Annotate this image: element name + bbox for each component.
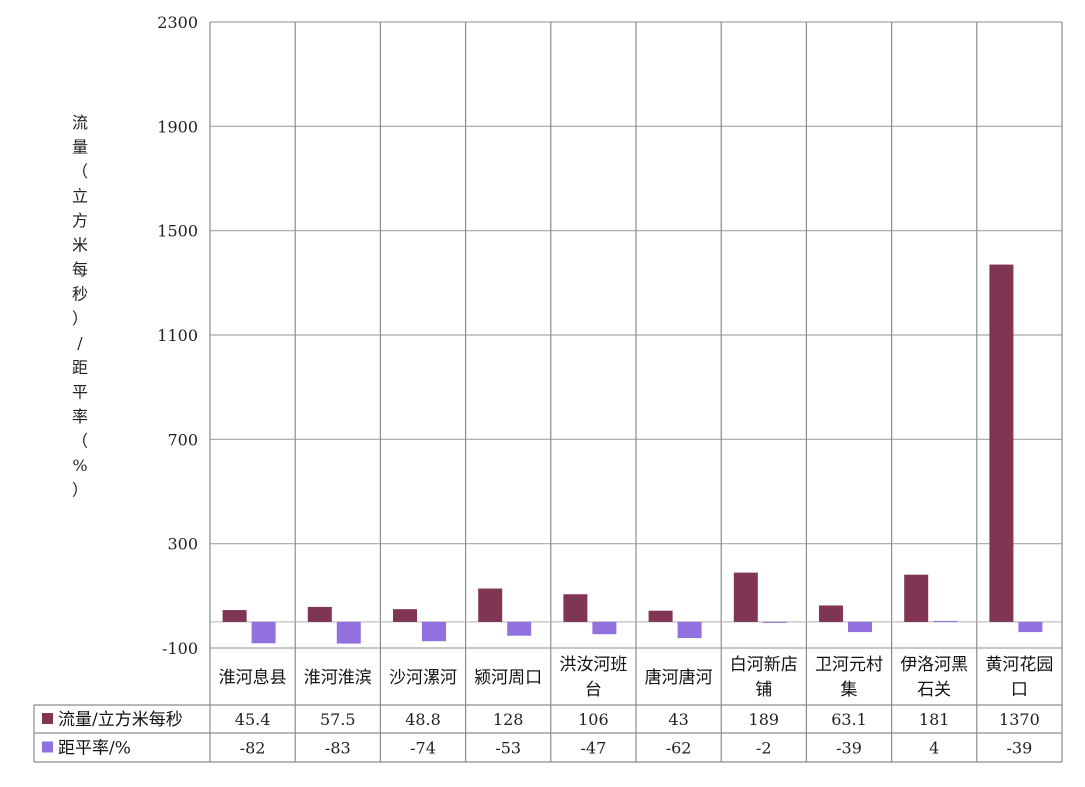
category-label-line: 口 [1011,680,1028,700]
table-cell: 128 [493,710,524,729]
y-axis-label-char: / [77,334,83,353]
y-tick-label: 2300 [157,13,198,32]
table-cell: 4 [929,739,939,758]
bar-anomaly [336,621,361,644]
y-axis-label: 流量 （ 立方米每秒 ） / 距平率 （% ） [72,113,88,500]
table-cell: 57.5 [320,710,356,729]
category-label-line: 卫河元村 [815,655,883,675]
table-cell: -82 [240,739,266,758]
table-cell: -39 [1007,739,1033,758]
table-cell: -47 [581,739,607,758]
y-tick-label: 1100 [157,326,198,345]
bar-anomaly [848,621,872,633]
table-cell: 63.1 [831,710,867,729]
category-label-line: 集 [841,680,858,700]
y-axis-label-char: 平 [72,383,88,402]
bar-anomaly [762,621,787,623]
y-axis-label-char: ） [72,309,88,328]
bar-flow [393,609,417,622]
category-label-line: 铺 [755,680,772,700]
table-cell: -62 [666,739,692,758]
category-label: 伊洛河黑石关 [900,655,968,700]
category-label-line: 沙河漯河 [389,668,457,688]
bar-flow [648,610,673,622]
y-tick-label: 1500 [157,222,198,241]
table-cell: 45.4 [235,710,271,729]
y-axis-label-char: 立 [72,187,88,206]
y-axis-label-char: 量 [72,138,88,157]
bar-flow [307,606,332,622]
category-label: 淮河息县 [219,668,287,688]
table-cell: 1370 [999,710,1040,729]
category-label: 唐河唐河 [645,667,713,688]
bar-flow [819,605,843,622]
bar-flow [733,572,758,622]
bar-anomaly [933,620,958,622]
category-label: 洪汝河班台 [559,655,627,700]
category-label-line: 黄河花园 [985,655,1053,675]
y-axis-ticks: -100 300 700 1100 1500 1900 2300 [157,13,198,658]
y-axis-label-char: 每 [72,260,88,279]
category-label-line: 洪汝河班 [559,655,627,675]
y-axis-label-char: ） [72,481,88,500]
y-tick-label: 700 [167,430,198,449]
y-axis-label-char: 米 [72,236,88,255]
y-axis-label-char: （ [72,162,88,181]
legend-label: 距平率/% [58,739,131,759]
bar-anomaly [507,621,532,636]
y-axis-label-char: 流 [72,113,88,132]
y-axis-label-char: （ [72,432,88,451]
bar-anomaly [592,621,617,635]
category-label-line: 白河新店 [730,655,798,675]
table-cell: -83 [325,739,351,758]
y-axis-label-char: 方 [72,211,88,230]
legend-label: 流量/立方米每秒 [58,710,183,730]
bar-anomaly [251,621,276,644]
grid [209,21,1063,762]
bar-flow [222,610,247,622]
category-label-line: 淮河淮滨 [304,668,372,688]
y-axis-label-char: 秒 [72,285,88,304]
y-tick-label: -100 [162,639,198,658]
bar-flow [563,594,588,622]
category-label: 颍河周口 [474,668,542,688]
bars [222,264,1043,644]
table-cell: 106 [578,710,609,729]
category-label: 卫河元村集 [815,655,883,700]
table-cell: -74 [410,739,436,758]
category-label: 白河新店铺 [730,655,798,700]
bar-anomaly [422,621,446,642]
table-cell: 43 [668,710,688,729]
table-cell: 181 [919,710,950,729]
table-cell: -2 [756,739,772,758]
y-axis-label-char: 率 [72,407,88,426]
legend-key [42,741,53,753]
bar-flow [904,574,929,622]
table-cell: 48.8 [405,710,441,729]
y-tick-label: 300 [167,535,198,554]
y-axis-label-char: % [72,456,87,475]
category-label-line: 唐河唐河 [645,667,713,688]
bar-flow [478,588,503,622]
y-axis-label-char: 距 [72,358,88,377]
category-label: 黄河花园口 [985,655,1053,700]
table-cell: -53 [495,739,521,758]
category-label-line: 淮河息县 [219,668,287,688]
category-label-line: 石关 [917,680,951,700]
bar-anomaly [1018,621,1043,633]
table-cell: 189 [749,710,780,729]
category-label-line: 伊洛河黑 [900,655,968,675]
category-label: 沙河漯河 [389,668,457,688]
table-cell: -39 [836,739,862,758]
category-label: 淮河淮滨 [304,668,372,688]
bar-anomaly [677,621,702,639]
data-table: 淮河息县 淮河淮滨 沙河漯河 颍河周口洪汝河班台唐河唐河白河新店铺卫河元村集伊洛河黑石… [33,655,1062,763]
y-tick-label: 1900 [157,117,198,136]
category-label-line: 颍河周口 [474,668,542,688]
bar-flow [989,264,1014,622]
category-label-line: 台 [585,680,602,700]
legend-key [42,713,53,724]
